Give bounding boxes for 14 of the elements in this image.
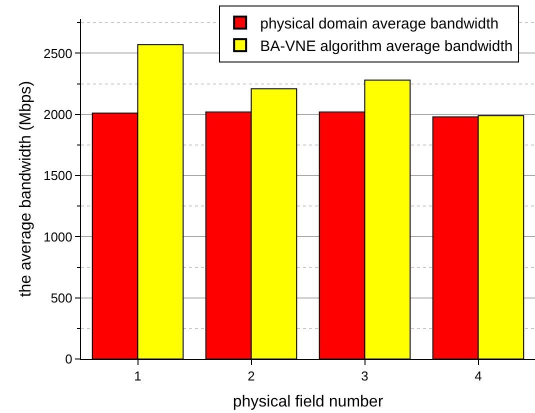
legend-label: physical domain average bandwidth (260, 16, 499, 32)
x-tick-label: 4 (474, 368, 482, 384)
y-tick-label: 500 (50, 290, 72, 306)
x-tick-label: 3 (361, 368, 368, 384)
y-tick-label: 1000 (43, 229, 72, 244)
legend-label: BA-VNE algorithm average bandwidth (260, 38, 513, 55)
y-tick-label: 2000 (43, 106, 72, 122)
y-tick-label: 1500 (43, 168, 72, 184)
x-axis-title: physical field number (232, 393, 384, 410)
x-tick-label: 2 (248, 368, 255, 384)
y-axis-title: the average bandwidth (Mbps) (17, 80, 34, 298)
x-tick-label: 1 (134, 368, 142, 384)
y-tick-label: 2500 (43, 46, 72, 61)
y-tick-label: 0 (65, 352, 72, 367)
